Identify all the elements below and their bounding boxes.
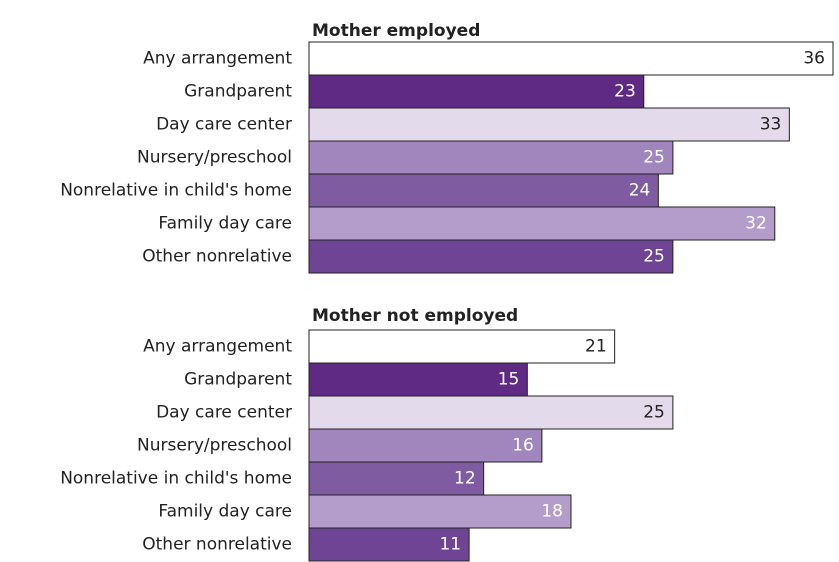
value-label: 25	[643, 403, 665, 423]
value-label: 24	[629, 181, 651, 201]
category-label: Family day care	[158, 502, 292, 522]
value-label: 23	[614, 82, 636, 102]
category-label: Nonrelative in child's home	[60, 181, 292, 201]
bar	[308, 494, 572, 529]
category-label: Day care center	[156, 115, 292, 135]
bar	[308, 140, 674, 175]
value-label: 12	[454, 469, 476, 489]
value-label: 18	[541, 502, 563, 522]
category-label: Family day care	[158, 214, 292, 234]
bar	[308, 428, 543, 463]
value-label: 15	[498, 370, 520, 390]
category-label: Any arrangement	[143, 49, 292, 69]
value-label: 25	[643, 247, 665, 267]
bar	[308, 206, 776, 241]
bar	[308, 41, 834, 76]
value-label: 16	[512, 436, 534, 456]
category-label: Day care center	[156, 403, 292, 423]
value-label: 36	[803, 49, 825, 69]
category-label: Grandparent	[184, 370, 292, 390]
value-label: 25	[643, 148, 665, 168]
category-label: Nursery/preschool	[137, 148, 292, 168]
bar	[308, 362, 528, 397]
bar	[308, 74, 645, 109]
bar	[308, 239, 674, 274]
category-label: Nursery/preschool	[137, 436, 292, 456]
value-label: 11	[439, 535, 461, 555]
category-label: Grandparent	[184, 82, 292, 102]
value-label: 21	[585, 337, 607, 357]
chart-title: Mother not employed	[312, 306, 518, 326]
bar	[308, 107, 790, 142]
bar	[308, 173, 659, 208]
category-label: Nonrelative in child's home	[60, 469, 292, 489]
category-label: Any arrangement	[143, 337, 292, 357]
bar	[308, 527, 470, 562]
category-label: Other nonrelative	[142, 535, 292, 555]
value-label: 32	[745, 214, 767, 234]
bar	[308, 461, 485, 496]
chart-title: Mother employed	[312, 21, 480, 41]
category-label: Other nonrelative	[142, 247, 292, 267]
bar	[308, 395, 674, 430]
bar	[308, 329, 616, 364]
value-label: 33	[760, 115, 782, 135]
